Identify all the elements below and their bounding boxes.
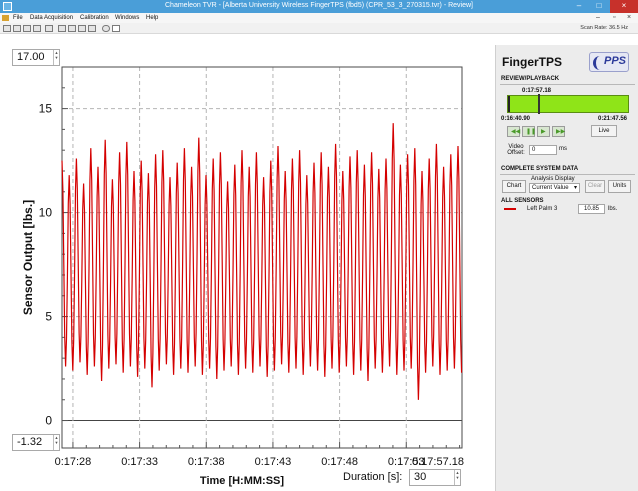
- x-tick-label: 0:17:43: [255, 456, 292, 468]
- title-bar: Chameleon TVR - [Alberta University Wire…: [0, 0, 638, 13]
- fast-forward-button[interactable]: ▶▶: [552, 126, 565, 137]
- menu-file[interactable]: File: [13, 15, 23, 21]
- y-min-input[interactable]: -1.32 ▲ ▼: [12, 434, 60, 451]
- layout-icon[interactable]: [58, 25, 66, 32]
- duration-spinner[interactable]: ▲ ▼: [454, 470, 460, 485]
- columns-icon[interactable]: [68, 25, 76, 32]
- divider: [500, 84, 635, 85]
- ms-label: ms: [559, 146, 567, 152]
- video-offset-input[interactable]: 0: [529, 145, 557, 155]
- pause-icon: ❚❚: [526, 129, 537, 135]
- end-time: 0:21:47.56: [598, 116, 628, 122]
- analysis-display-value: Current Value: [532, 185, 569, 191]
- copy-icon[interactable]: [33, 25, 41, 32]
- play-button[interactable]: ▶: [537, 126, 550, 137]
- sensor-name: Left Palm 3: [527, 206, 558, 212]
- save-icon[interactable]: [13, 25, 21, 32]
- document-icon[interactable]: [2, 15, 9, 21]
- x-tick-label: 0:17:48: [321, 456, 358, 468]
- record-icon[interactable]: [102, 25, 110, 32]
- pause-button[interactable]: ❚❚: [522, 126, 537, 137]
- x-tick-label: 0:17:33: [121, 456, 158, 468]
- toolbar: Scan Rate: 36.5 Hz: [0, 23, 638, 34]
- y-tick-label: 0: [45, 414, 52, 428]
- scan-rate: Scan Rate: 36.5 Hz: [580, 25, 628, 31]
- duration-value: 30: [414, 471, 427, 483]
- app-name: FingerTPS: [502, 55, 563, 69]
- minimize-button[interactable]: –: [576, 1, 582, 10]
- sensor-color-swatch: [504, 208, 516, 210]
- complete-system-data-title: COMPLETE SYSTEM DATA: [501, 166, 579, 172]
- y-max-value: 17.00: [17, 51, 45, 63]
- menu-help[interactable]: Help: [146, 15, 159, 21]
- sensor-unit: lbs.: [608, 206, 618, 212]
- plot-pane: 0 5 10 15 0:17:28 0:17:33 0:17:38 0:17:43 0:17:4…: [0, 45, 494, 491]
- menu-data-acquisition[interactable]: Data Acquisition: [30, 15, 74, 21]
- mdi-restore-button[interactable]: ▫: [613, 14, 616, 21]
- table-icon[interactable]: [88, 25, 96, 32]
- analysis-display-label: Analysis Display: [531, 176, 575, 182]
- analysis-display-select[interactable]: Current Value ▾: [529, 183, 580, 193]
- rows-icon[interactable]: [78, 25, 86, 32]
- rewind-icon: ◀◀: [511, 129, 521, 135]
- fast-forward-icon: ▶▶: [556, 129, 566, 135]
- close-button[interactable]: ×: [610, 0, 638, 13]
- y-max-spinner[interactable]: ▲ ▼: [53, 50, 59, 65]
- sensor-value: 10.85: [578, 204, 605, 214]
- live-button[interactable]: Live: [591, 125, 617, 137]
- chart-icon[interactable]: [112, 25, 120, 32]
- rewind-button[interactable]: ◀◀: [507, 126, 520, 137]
- video-offset-label: Video Offset:: [507, 144, 525, 156]
- divider: [500, 174, 635, 175]
- export-icon[interactable]: [45, 25, 53, 32]
- start-time: 0:16:40.90: [501, 116, 531, 122]
- y-min-spinner[interactable]: ▲ ▼: [53, 435, 59, 450]
- playback-cursor[interactable]: [538, 94, 540, 114]
- sensor-chart: 0 5 10 15 0:17:28 0:17:33 0:17:38 0:17:43 0:17:4…: [21, 66, 464, 487]
- mdi-close-button[interactable]: ×: [627, 14, 632, 21]
- y-tick-label: 10: [39, 206, 53, 220]
- units-button[interactable]: Units: [608, 180, 631, 193]
- y-min-value: -1.32: [17, 436, 43, 448]
- duration-label: Duration [s]:: [343, 471, 403, 483]
- current-time: 0:17:57.18: [522, 88, 552, 94]
- all-sensors-title: ALL SENSORS: [501, 198, 544, 204]
- menu-calibration[interactable]: Calibration: [80, 15, 109, 21]
- series-left-palm-3: [61, 123, 463, 400]
- open-icon[interactable]: [3, 25, 11, 32]
- duration-input[interactable]: 30 ▲ ▼: [409, 469, 461, 486]
- x-tick-label: 0:17:53: [388, 456, 425, 468]
- clear-button[interactable]: Clear: [585, 180, 605, 193]
- chevron-down-icon: ▾: [573, 185, 577, 191]
- x-axis-label: Time [H:MM:SS]: [200, 475, 284, 487]
- side-panel: FingerTPS PPS REVIEW/PLAYBACK 0:17:57.18…: [495, 45, 638, 491]
- y-axis-label: Sensor Output [lbs.]: [21, 200, 35, 315]
- menu-bar: File Data Acquisition Calibration Window…: [0, 13, 638, 23]
- y-tick-label: 5: [45, 310, 52, 324]
- playback-timeline[interactable]: [507, 94, 629, 114]
- plot-frame: [61, 66, 463, 449]
- app-icon[interactable]: [3, 2, 12, 11]
- print-icon[interactable]: [23, 25, 31, 32]
- video-offset-value: 0: [532, 147, 536, 153]
- y-max-input[interactable]: 17.00 ▲ ▼: [12, 49, 60, 66]
- x-tick-label: 0:17:38: [188, 456, 225, 468]
- chart-button[interactable]: Chart: [502, 180, 526, 193]
- window-title: Chameleon TVR - [Alberta University Wire…: [165, 2, 473, 9]
- review-playback-title: REVIEW/PLAYBACK: [501, 76, 560, 82]
- maximize-button[interactable]: □: [596, 1, 602, 10]
- x-end-label: 0:17:57.18: [412, 456, 464, 468]
- play-icon: ▶: [541, 129, 546, 135]
- mdi-minimize-button[interactable]: –: [596, 14, 600, 21]
- y-tick-label: 15: [39, 102, 53, 116]
- pps-logo: PPS: [589, 52, 629, 72]
- x-tick-label: 0:17:28: [55, 456, 92, 468]
- menu-windows[interactable]: Windows: [115, 15, 140, 21]
